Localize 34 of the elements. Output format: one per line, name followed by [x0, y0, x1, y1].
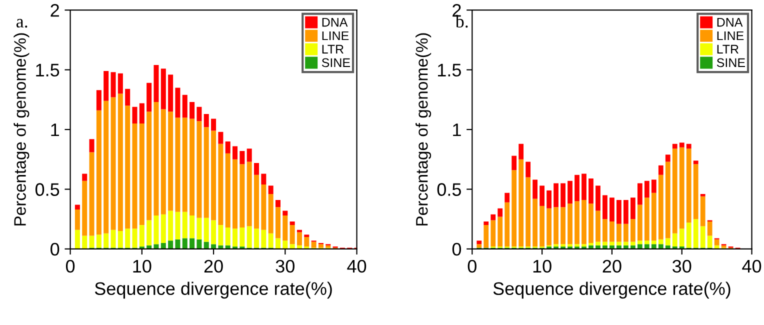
y-tick-label: 1 [51, 124, 59, 136]
y-tick-label: 2 [50, 4, 59, 17]
y-axis-title: Percentage of genome(%) [14, 33, 30, 226]
legend-label: DNA [717, 18, 743, 27]
legend-label: LTR [322, 44, 344, 54]
x-tick-label: 40 [347, 260, 366, 273]
x-axis-title: Sequence divergence rate(%) [94, 282, 332, 299]
y-tick-label: 0.5 [437, 183, 461, 196]
x-tick-label: 40 [742, 260, 762, 273]
y-tick-label: 1.5 [36, 64, 60, 77]
y-axis-title: Percentage of genome(%) [416, 33, 432, 226]
x-tick-label: 20 [602, 260, 622, 273]
legend-label: SINE [322, 58, 350, 68]
chart-title: b. [455, 14, 468, 28]
legend-label: LINE [717, 31, 744, 40]
x-tick-label: 30 [672, 260, 692, 273]
legend-label: DNA [322, 18, 348, 27]
legend-label: LINE [322, 31, 349, 40]
y-tick-label: 1.5 [438, 64, 461, 77]
legend-label: SINE [716, 58, 745, 68]
x-tick-label: 20 [204, 260, 223, 273]
x-tick-label: 10 [133, 260, 152, 273]
y-tick-label: 2 [452, 4, 461, 17]
x-tick-label: 30 [276, 260, 294, 273]
x-axis-title: Sequence divergence rate(%) [493, 282, 730, 299]
y-tick-label: 1 [453, 124, 461, 136]
y-tick-label: 0 [452, 242, 462, 256]
chart-title: a. [16, 18, 28, 28]
x-tick-label: 0 [468, 260, 476, 273]
x-tick-label: 0 [66, 260, 75, 273]
legend-label: LTR [717, 44, 738, 54]
x-tick-label: 10 [533, 260, 552, 273]
y-tick-label: 0 [50, 242, 60, 256]
y-tick-label: 0.5 [35, 183, 60, 196]
